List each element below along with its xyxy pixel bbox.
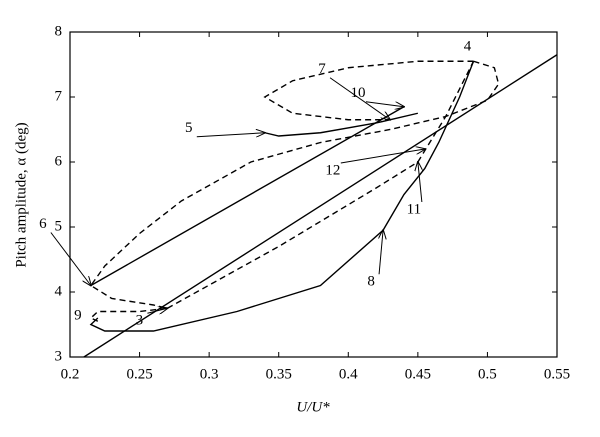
x-tick-label: 0.3 bbox=[200, 366, 219, 382]
curve bbox=[167, 60, 475, 309]
y-tick-label: 8 bbox=[55, 23, 63, 39]
curve bbox=[89, 60, 500, 322]
x-tick-label: 0.45 bbox=[405, 366, 431, 382]
x-tick-label: 0.55 bbox=[544, 366, 570, 382]
y-tick-label: 6 bbox=[55, 153, 63, 169]
curve bbox=[263, 60, 474, 121]
annotation-label: 11 bbox=[407, 201, 421, 217]
annotation-arrow bbox=[50, 232, 91, 286]
y-tick-label: 4 bbox=[55, 283, 63, 299]
annotation-label: 10 bbox=[350, 85, 365, 101]
curve bbox=[89, 60, 475, 332]
annotation-arrow bbox=[340, 149, 425, 164]
y-tick-label: 3 bbox=[55, 348, 63, 364]
annotation-label: 8 bbox=[367, 274, 375, 290]
annotation-label: 6 bbox=[39, 216, 47, 232]
y-tick-label: 7 bbox=[55, 88, 63, 104]
annotation-label: 5 bbox=[185, 120, 193, 136]
annotation-label: 7 bbox=[318, 61, 326, 77]
annotation-label: 4 bbox=[464, 39, 472, 55]
annotation-label: 3 bbox=[136, 313, 144, 329]
x-tick-label: 0.25 bbox=[126, 366, 152, 382]
x-tick-label: 0.2 bbox=[61, 366, 80, 382]
annotation-arrow bbox=[147, 308, 167, 313]
annotation-arrow bbox=[365, 101, 404, 107]
annotation-arrow bbox=[329, 77, 390, 120]
x-tick-label: 0.35 bbox=[266, 366, 292, 382]
y-tick-label: 5 bbox=[55, 218, 63, 234]
x-axis-label: U/U* bbox=[296, 399, 330, 415]
curve bbox=[90, 106, 405, 287]
plot-frame bbox=[69, 31, 558, 358]
annotation-arrow bbox=[196, 133, 265, 137]
y-axis-label: Pitch amplitude, α (deg) bbox=[13, 122, 29, 267]
annotation-arrow bbox=[418, 162, 422, 203]
x-tick-label: 0.5 bbox=[478, 366, 497, 382]
x-tick-label: 0.4 bbox=[339, 366, 358, 382]
annotation-label: 9 bbox=[74, 307, 82, 323]
curve bbox=[264, 112, 419, 137]
annotation-arrow bbox=[379, 230, 383, 275]
annotation-label: 12 bbox=[325, 162, 340, 178]
